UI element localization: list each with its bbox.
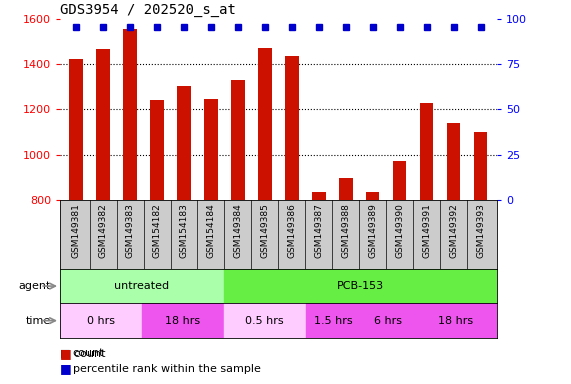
Text: GSM149385: GSM149385 [260,203,270,258]
Text: GSM154182: GSM154182 [152,203,162,258]
Bar [123,29,137,200]
Text: 1.5 hrs: 1.5 hrs [313,316,352,326]
Bar [285,56,299,200]
Bar [415,303,497,338]
Bar [393,161,407,200]
Bar [339,177,352,200]
Text: GSM149390: GSM149390 [395,203,404,258]
Bar [312,192,325,200]
Bar [258,48,272,200]
Bar [60,269,224,303]
Text: ■ count: ■ count [60,348,106,358]
Text: agent: agent [19,281,51,291]
Bar [474,132,487,200]
Bar [231,80,244,200]
Text: GSM149381: GSM149381 [71,203,81,258]
Text: 0.5 hrs: 0.5 hrs [246,316,284,326]
Text: GSM149384: GSM149384 [234,203,243,258]
Bar [366,192,380,200]
Bar [177,86,191,200]
Text: 0 hrs: 0 hrs [87,316,115,326]
Bar [142,303,224,338]
Bar [224,303,305,338]
Text: GSM149387: GSM149387 [314,203,323,258]
Bar [224,269,497,303]
Text: GSM154183: GSM154183 [179,203,188,258]
Text: ■: ■ [60,347,72,360]
Text: GSM149389: GSM149389 [368,203,377,258]
Bar [204,99,218,200]
Text: GSM154184: GSM154184 [207,203,215,258]
Text: GSM149383: GSM149383 [126,203,135,258]
Text: GSM149388: GSM149388 [341,203,350,258]
Bar [96,49,110,200]
Text: 18 hrs: 18 hrs [165,316,200,326]
Text: GSM149382: GSM149382 [99,203,107,258]
Bar [305,303,360,338]
Text: GDS3954 / 202520_s_at: GDS3954 / 202520_s_at [60,3,236,17]
Text: time: time [26,316,51,326]
Text: percentile rank within the sample: percentile rank within the sample [73,364,260,374]
Text: 18 hrs: 18 hrs [439,316,473,326]
Text: GSM149386: GSM149386 [287,203,296,258]
Bar [360,303,415,338]
Text: count: count [73,348,104,358]
Bar [447,123,460,200]
Text: GSM149392: GSM149392 [449,203,458,258]
Text: untreated: untreated [114,281,170,291]
Bar [60,303,142,338]
Text: PCB-153: PCB-153 [337,281,384,291]
Bar [70,59,83,200]
Text: GSM149393: GSM149393 [476,203,485,258]
Text: GSM149391: GSM149391 [422,203,431,258]
Text: ■: ■ [60,362,72,375]
Bar [150,100,164,200]
Text: 6 hrs: 6 hrs [373,316,401,326]
Bar [420,103,433,200]
